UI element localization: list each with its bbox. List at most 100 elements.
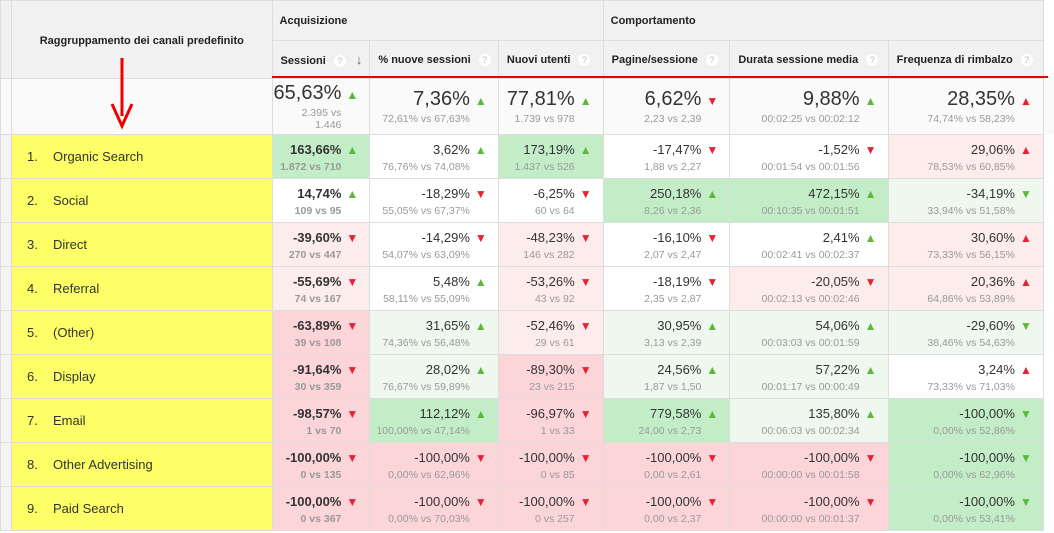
metric-cell: -100,00% ▼ 00:00:00 vs 00:01:58	[729, 442, 889, 487]
table-row: 5. (Other) -63,89% ▼ 39 vs 108 31,65% ▲ 74,36% …	[0, 310, 1054, 355]
metric-pct: -39,60%	[292, 229, 342, 245]
summary-pct: 28,35%	[947, 88, 1015, 110]
metric-compare: 0 vs 367	[300, 512, 342, 525]
row-checkbox[interactable]	[0, 486, 12, 531]
table-row: 4. Referral -55,69% ▼ 74 vs 167 5,48% ▲ 58,11% …	[0, 266, 1054, 311]
metric-cell: 29,06% ▲ 78,53% vs 60,85%	[887, 134, 1044, 179]
channel-name: Referral	[53, 281, 100, 296]
metric-compare: 74,36% vs 56,48%	[382, 336, 470, 349]
column-header[interactable]: Durata sessione media?	[729, 40, 889, 79]
metric-pct: 54,06%	[815, 317, 860, 333]
help-icon[interactable]: ?	[333, 55, 346, 67]
metric-cell: -16,10% ▼ 2,07 vs 2,47	[602, 222, 731, 267]
metric-compare: 23 vs 215	[529, 380, 575, 393]
metric-pct: 20,36%	[970, 273, 1015, 289]
column-header[interactable]: Nuovi utenti?	[497, 40, 604, 79]
metric-compare: 0,00% vs 62,96%	[933, 468, 1015, 481]
channel-link[interactable]: 2. Social	[11, 178, 273, 223]
metric-cell: 779,58% ▲ 24,00 vs 2,73	[602, 398, 731, 443]
row-checkbox[interactable]	[0, 398, 12, 443]
metric-compare: 74 vs 167	[294, 292, 342, 305]
arrow-up-icon: ▲	[1019, 274, 1032, 289]
metric-compare: 146 vs 282	[523, 248, 575, 261]
dimension-header[interactable]: Raggruppamento dei canali predefinito	[11, 0, 273, 79]
metric-cell: -17,47% ▼ 1,88 vs 2,27	[602, 134, 731, 179]
metric-cell: 472,15% ▲ 00:10:35 vs 00:01:51	[729, 178, 889, 223]
metric-cell: -100,00% ▼ 0,00% vs 52,86%	[887, 398, 1044, 443]
metric-cell: -100,00% ▼ 0,00% vs 62,96%	[887, 442, 1044, 487]
row-checkbox[interactable]	[0, 442, 12, 487]
help-icon[interactable]: ?	[705, 53, 718, 66]
arrow-down-icon: ▼	[579, 406, 592, 421]
metric-compare: 0 vs 135	[300, 468, 342, 481]
column-header[interactable]: Sessioni? ↓	[271, 40, 371, 79]
metric-compare: 78,53% vs 60,85%	[927, 160, 1015, 173]
arrow-up-icon: ▲	[579, 142, 592, 157]
arrow-down-icon: ▼	[1019, 406, 1032, 421]
channel-link[interactable]: 4. Referral	[11, 266, 273, 311]
arrow-down-icon: ▼	[864, 450, 877, 465]
column-header[interactable]: % nuove sessioni?	[369, 40, 499, 79]
metric-cell: -100,00% ▼ 0 vs 367	[271, 486, 371, 531]
row-checkbox[interactable]	[0, 222, 12, 267]
arrow-down-icon: ▼	[1019, 450, 1032, 465]
summary-pct: 6,62%	[644, 88, 702, 110]
arrow-up-icon: ▲	[579, 94, 592, 108]
metric-cell: 57,22% ▲ 00:01:17 vs 00:00:49	[729, 354, 889, 399]
metric-cell: 112,12% ▲ 100,00% vs 47,14%	[369, 398, 499, 443]
channel-link[interactable]: 3. Direct	[11, 222, 273, 267]
metric-cell: 173,19% ▲ 1.437 vs 526	[497, 134, 604, 179]
metric-pct: -100,00%	[803, 493, 860, 509]
arrow-down-icon: ▼	[579, 186, 592, 201]
metric-pct: -100,00%	[285, 449, 342, 465]
sort-arrow-down-icon[interactable]: ↓	[355, 52, 363, 67]
metric-cell: -96,97% ▼ 1 vs 33	[497, 398, 604, 443]
column-header[interactable]: Frequenza di rimbalzo?	[887, 40, 1044, 79]
row-checkbox[interactable]	[0, 134, 12, 179]
help-icon[interactable]: ?	[578, 53, 591, 66]
row-number: 6.	[27, 369, 38, 384]
row-number: 1.	[27, 149, 38, 164]
row-checkbox[interactable]	[0, 266, 12, 311]
row-checkbox[interactable]	[0, 178, 12, 223]
column-label: Pagine/sessione	[611, 53, 698, 66]
table-row: 6. Display -91,64% ▼ 30 vs 359 28,02% ▲ 76,67% …	[0, 354, 1054, 399]
table-row: 3. Direct -39,60% ▼ 270 vs 447 -14,29% ▼ 54,07%…	[0, 222, 1054, 267]
help-icon[interactable]: ?	[1020, 53, 1033, 66]
arrow-up-icon: ▲	[1019, 230, 1032, 245]
metric-compare: 0 vs 85	[540, 468, 575, 481]
row-number: 7.	[27, 413, 38, 428]
metric-compare: 55,05% vs 67,37%	[382, 204, 470, 217]
arrow-down-icon: ▼	[706, 450, 719, 465]
help-icon[interactable]: ?	[478, 53, 491, 66]
channel-name: Paid Search	[53, 501, 124, 516]
channel-link[interactable]: 8. Other Advertising	[11, 442, 273, 487]
channel-link[interactable]: 5. (Other)	[11, 310, 273, 355]
row-checkbox[interactable]	[0, 354, 12, 399]
metric-cell: -100,00% ▼ 0,00% vs 62,96%	[369, 442, 499, 487]
metric-cell: -100,00% ▼ 0,00% vs 70,03%	[369, 486, 499, 531]
metric-cell: -34,19% ▼ 33,94% vs 51,58%	[887, 178, 1044, 223]
metric-compare: 00:10:35 vs 00:01:51	[761, 204, 860, 217]
metric-cell: -39,60% ▼ 270 vs 447	[271, 222, 371, 267]
channel-link[interactable]: 1. Organic Search	[11, 134, 273, 179]
arrow-down-icon: ▼	[864, 142, 877, 157]
metric-cell: -100,00% ▼ 0,00% vs 53,41%	[887, 486, 1044, 531]
help-icon[interactable]: ?	[866, 53, 879, 66]
metric-cell: 3,24% ▲ 73,33% vs 71,03%	[887, 354, 1044, 399]
summary-compare: 00:02:25 vs 00:02:12	[761, 113, 860, 125]
metric-cell: -89,30% ▼ 23 vs 215	[497, 354, 604, 399]
arrow-up-icon: ▲	[706, 406, 719, 421]
table-row: 7. Email -98,57% ▼ 1 vs 70 112,12% ▲ 100,00% vs…	[0, 398, 1054, 443]
metric-cell: -100,00% ▼ 0 vs 135	[271, 442, 371, 487]
metric-compare: 270 vs 447	[288, 248, 342, 261]
metric-compare: 33,94% vs 51,58%	[927, 204, 1015, 217]
column-header[interactable]: Pagine/sessione?	[602, 40, 731, 79]
channel-link[interactable]: 7. Email	[11, 398, 273, 443]
metric-pct: -18,19%	[652, 273, 702, 289]
channel-link[interactable]: 9. Paid Search	[11, 486, 273, 531]
metric-compare: 0 vs 257	[534, 512, 575, 525]
metric-cell: -91,64% ▼ 30 vs 359	[271, 354, 371, 399]
channel-link[interactable]: 6. Display	[11, 354, 273, 399]
row-checkbox[interactable]	[0, 310, 12, 355]
